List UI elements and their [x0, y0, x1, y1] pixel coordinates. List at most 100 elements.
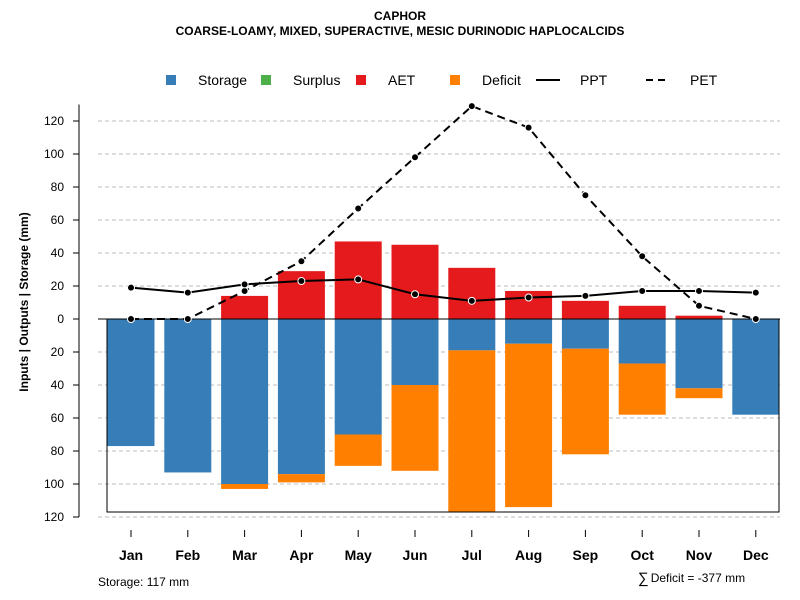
legend-label-surplus: Surplus: [293, 72, 340, 88]
pet-point-sep: [581, 191, 590, 200]
ppt-point-jun: [411, 290, 419, 299]
x-tick-label-jun: Jun: [403, 547, 428, 563]
y-axis-label: Inputs | Outputs | Storage (mm): [17, 212, 31, 391]
ppt-point-dec: [751, 288, 760, 297]
ppt-point-sep: [581, 291, 590, 300]
storage-bar-jul: [448, 319, 496, 351]
ppt-point-aug: [524, 293, 533, 302]
ppt-line: [130, 278, 756, 302]
storage-bar-may: [334, 319, 382, 435]
y-tick-label: 120: [44, 510, 64, 524]
ppt-point-mar: [240, 280, 249, 289]
x-tick-label-jan: Jan: [119, 547, 143, 563]
legend-label-storage: Storage: [198, 72, 247, 88]
x-tick-label-mar: Mar: [232, 547, 257, 563]
deficit-bar-jul: [448, 350, 496, 513]
x-tick-label-oct: Oct: [631, 547, 655, 563]
ppt-point-may: [354, 275, 363, 284]
y-tick-label: 100: [44, 477, 64, 491]
x-tick-label-nov: Nov: [686, 547, 713, 563]
deficit-note: ∑ Deficit = -377 mm: [638, 570, 745, 587]
y-tick-label: 40: [51, 246, 65, 260]
bars-group: [107, 241, 780, 513]
y-tick-label: 60: [51, 411, 65, 425]
legend-swatch-deficit: [450, 75, 460, 85]
legend-swatch-aet: [356, 75, 366, 85]
aet-bar-sep: [561, 300, 609, 319]
deficit-bar-apr: [277, 474, 325, 483]
x-tick-label-apr: Apr: [289, 547, 314, 563]
y-tick-label: 20: [51, 279, 65, 293]
pet-point-jun: [411, 153, 419, 162]
deficit-bar-oct: [618, 363, 666, 415]
x-axis: Jan Feb Mar Apr May Jun Jul Aug Sep Oct Nov Dec: [119, 530, 769, 563]
deficit-note-text: Deficit = -377 mm: [650, 571, 746, 585]
ppt-point-oct: [638, 286, 647, 295]
legend-label-deficit: Deficit: [482, 72, 521, 88]
pet-point-feb: [183, 315, 192, 323]
aet-bar-jul: [448, 267, 496, 319]
grid-lines: [98, 120, 780, 518]
y-tick-label: 40: [51, 378, 65, 392]
pet-point-jul: [467, 102, 476, 111]
legend-label-aet: AET: [388, 72, 416, 88]
storage-note: Storage: 117 mm: [98, 575, 190, 589]
legend: Storage Surplus AET Deficit PPT PET: [166, 72, 718, 88]
storage-bar-nov: [675, 319, 723, 389]
pet-point-jan: [127, 315, 135, 323]
ppt-point-apr: [297, 277, 306, 286]
x-tick-label-dec: Dec: [743, 547, 769, 563]
x-tick-label-jul: Jul: [462, 547, 482, 563]
pet-line: [131, 104, 757, 320]
aet-bar-nov: [675, 315, 723, 319]
ppt-point-nov: [695, 286, 703, 295]
x-tick-label-aug: Aug: [515, 547, 542, 563]
deficit-bar-mar: [221, 484, 269, 489]
pet-point-apr: [297, 257, 306, 266]
pet-point-aug: [524, 123, 533, 132]
chart-subtitle: COARSE-LOAMY, MIXED, SUPERACTIVE, MESIC …: [175, 24, 625, 38]
storage-bar-aug: [505, 319, 553, 344]
storage-bar-dec: [732, 319, 780, 415]
x-tick-label-feb: Feb: [175, 547, 200, 563]
pet-point-mar: [240, 286, 249, 295]
storage-bar-jan: [107, 319, 155, 447]
storage-capacity-frame: [106, 319, 780, 513]
pet-point-may: [354, 204, 363, 213]
y-tick-label: 80: [51, 180, 65, 194]
deficit-bar-nov: [675, 388, 723, 399]
storage-bar-feb: [164, 319, 212, 473]
lines-group: [127, 102, 760, 323]
y-tick-label: 120: [44, 114, 64, 128]
deficit-bar-may: [334, 434, 382, 466]
legend-label-ppt: PPT: [580, 72, 608, 88]
deficit-bar-aug: [505, 343, 553, 508]
ppt-point-jul: [467, 296, 476, 305]
aet-bar-jun: [391, 244, 439, 319]
y-tick-label: 20: [51, 345, 65, 359]
plot-frame: [98, 318, 780, 513]
deficit-bar-sep: [561, 348, 609, 455]
y-tick-label: 60: [51, 213, 65, 227]
aet-bar-oct: [618, 305, 666, 319]
y-axis: 120 100 80 60 40 20 0 20 40 60 80 100 120: [44, 104, 80, 524]
x-tick-label-sep: Sep: [573, 547, 599, 563]
storage-bar-sep: [561, 319, 609, 349]
y-tick-label: 80: [51, 444, 65, 458]
sigma-symbol: ∑: [638, 570, 649, 587]
pet-point-nov: [695, 301, 703, 310]
storage-bar-jun: [391, 319, 439, 385]
aet-bar-mar: [221, 295, 269, 319]
y-tick-label: 0: [57, 312, 64, 326]
legend-swatch-surplus: [261, 75, 271, 85]
legend-label-pet: PET: [690, 72, 718, 88]
ppt-point-feb: [183, 288, 192, 297]
chart-title: CAPHOR: [373, 9, 426, 23]
ppt-point-jan: [127, 283, 135, 292]
deficit-bar-jun: [391, 385, 439, 471]
pet-point-oct: [638, 252, 647, 261]
legend-swatch-storage: [166, 75, 176, 85]
storage-bar-mar: [221, 319, 269, 484]
pet-point-dec: [751, 315, 760, 323]
